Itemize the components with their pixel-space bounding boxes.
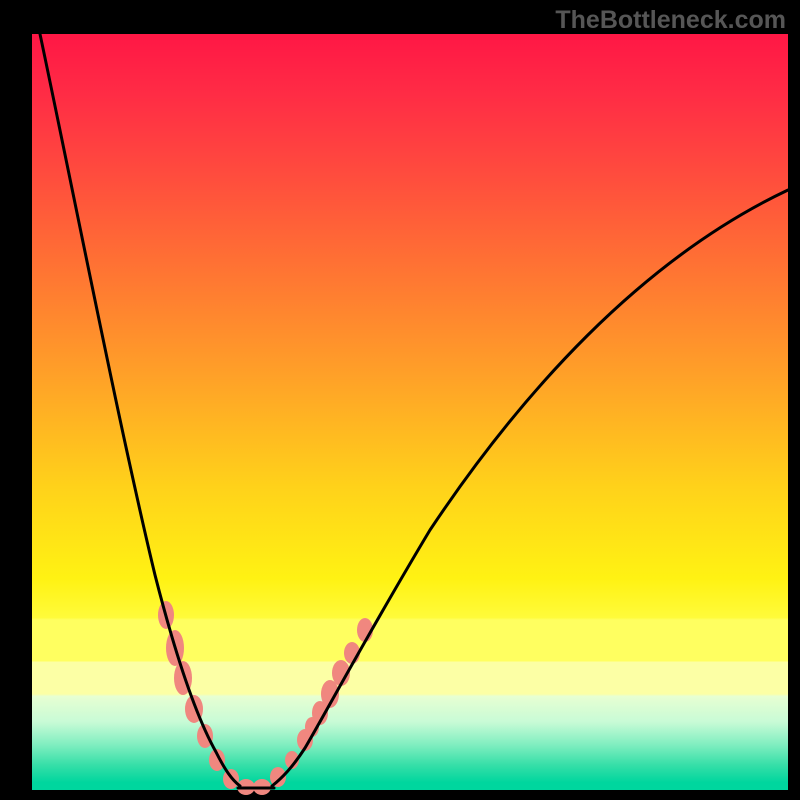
watermark-text: TheBottleneck.com xyxy=(555,6,786,35)
canvas-root: TheBottleneck.com xyxy=(0,0,800,800)
chart-plot-area xyxy=(32,34,788,790)
